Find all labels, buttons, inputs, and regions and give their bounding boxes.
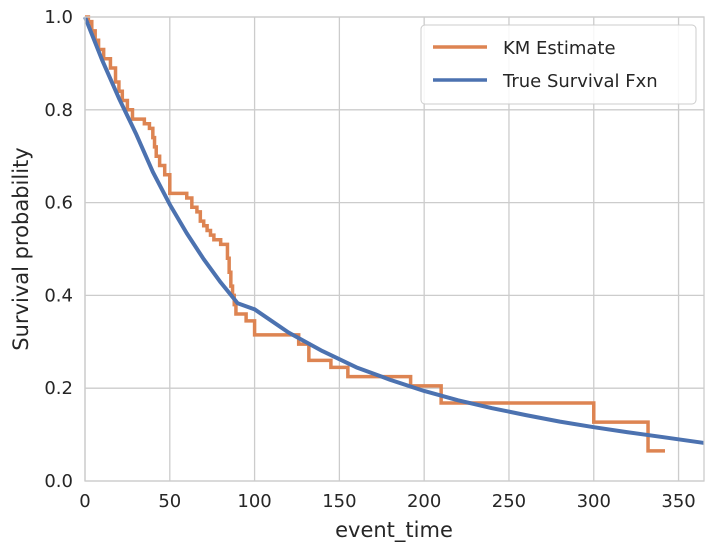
x-tick-label: 200 [407,491,441,512]
series-layer [83,15,705,453]
legend-box [420,24,697,105]
y-tick-label: 0.4 [44,285,73,306]
legend: KM Estimate True Survival Fxn [420,24,697,105]
legend-label-true-survival: True Survival Fxn [502,71,658,92]
y-tick-label: 0.6 [44,193,73,214]
x-tick-label: 50 [158,491,181,512]
series-true-survival-line [83,16,705,445]
y-axis-title: Survival probability [9,147,33,350]
series-km-estimate-line [85,15,665,453]
legend-label-km-estimate: KM Estimate [503,38,616,59]
plot-frame [84,16,705,482]
y-tick-label: 0.2 [44,378,73,399]
y-tick-label: 1.0 [44,7,73,28]
x-tick-label: 150 [322,491,356,512]
x-tick-labels: 0 50 100 150 200 250 300 350 [79,491,695,512]
x-tick-label: 100 [237,491,271,512]
x-tick-label: 300 [577,491,611,512]
x-axis-title: event_time [335,518,453,543]
x-tick-label: 250 [492,491,526,512]
x-tick-label: 350 [661,491,695,512]
x-tick-label: 0 [79,491,90,512]
y-tick-label: 0.8 [44,100,73,121]
y-tick-labels: 0.0 0.2 0.4 0.6 0.8 1.0 [44,7,73,492]
y-tick-label: 0.0 [44,471,73,492]
